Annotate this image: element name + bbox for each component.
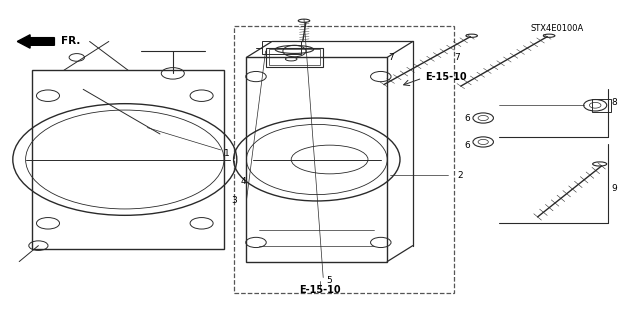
Bar <box>262 41 301 54</box>
Text: 5: 5 <box>326 276 332 285</box>
Bar <box>269 49 320 65</box>
Text: 8: 8 <box>611 98 617 107</box>
Text: STX4E0100A: STX4E0100A <box>530 24 584 33</box>
Bar <box>246 57 387 262</box>
Text: E-15-10: E-15-10 <box>426 71 467 82</box>
Text: 7: 7 <box>454 53 460 62</box>
Text: 3: 3 <box>231 197 237 205</box>
Text: 1: 1 <box>224 149 230 158</box>
Text: E-15-10: E-15-10 <box>299 285 341 295</box>
Bar <box>32 70 224 249</box>
Text: 4: 4 <box>241 177 246 186</box>
Bar <box>592 99 611 112</box>
Text: 6: 6 <box>465 141 470 150</box>
Bar <box>266 48 323 67</box>
Text: 6: 6 <box>465 114 470 122</box>
Text: 9: 9 <box>611 184 617 193</box>
Text: FR.: FR. <box>61 36 80 47</box>
FancyArrow shape <box>17 35 54 48</box>
Text: 7: 7 <box>388 53 394 62</box>
Bar <box>234 26 454 293</box>
Text: 2: 2 <box>458 171 463 180</box>
